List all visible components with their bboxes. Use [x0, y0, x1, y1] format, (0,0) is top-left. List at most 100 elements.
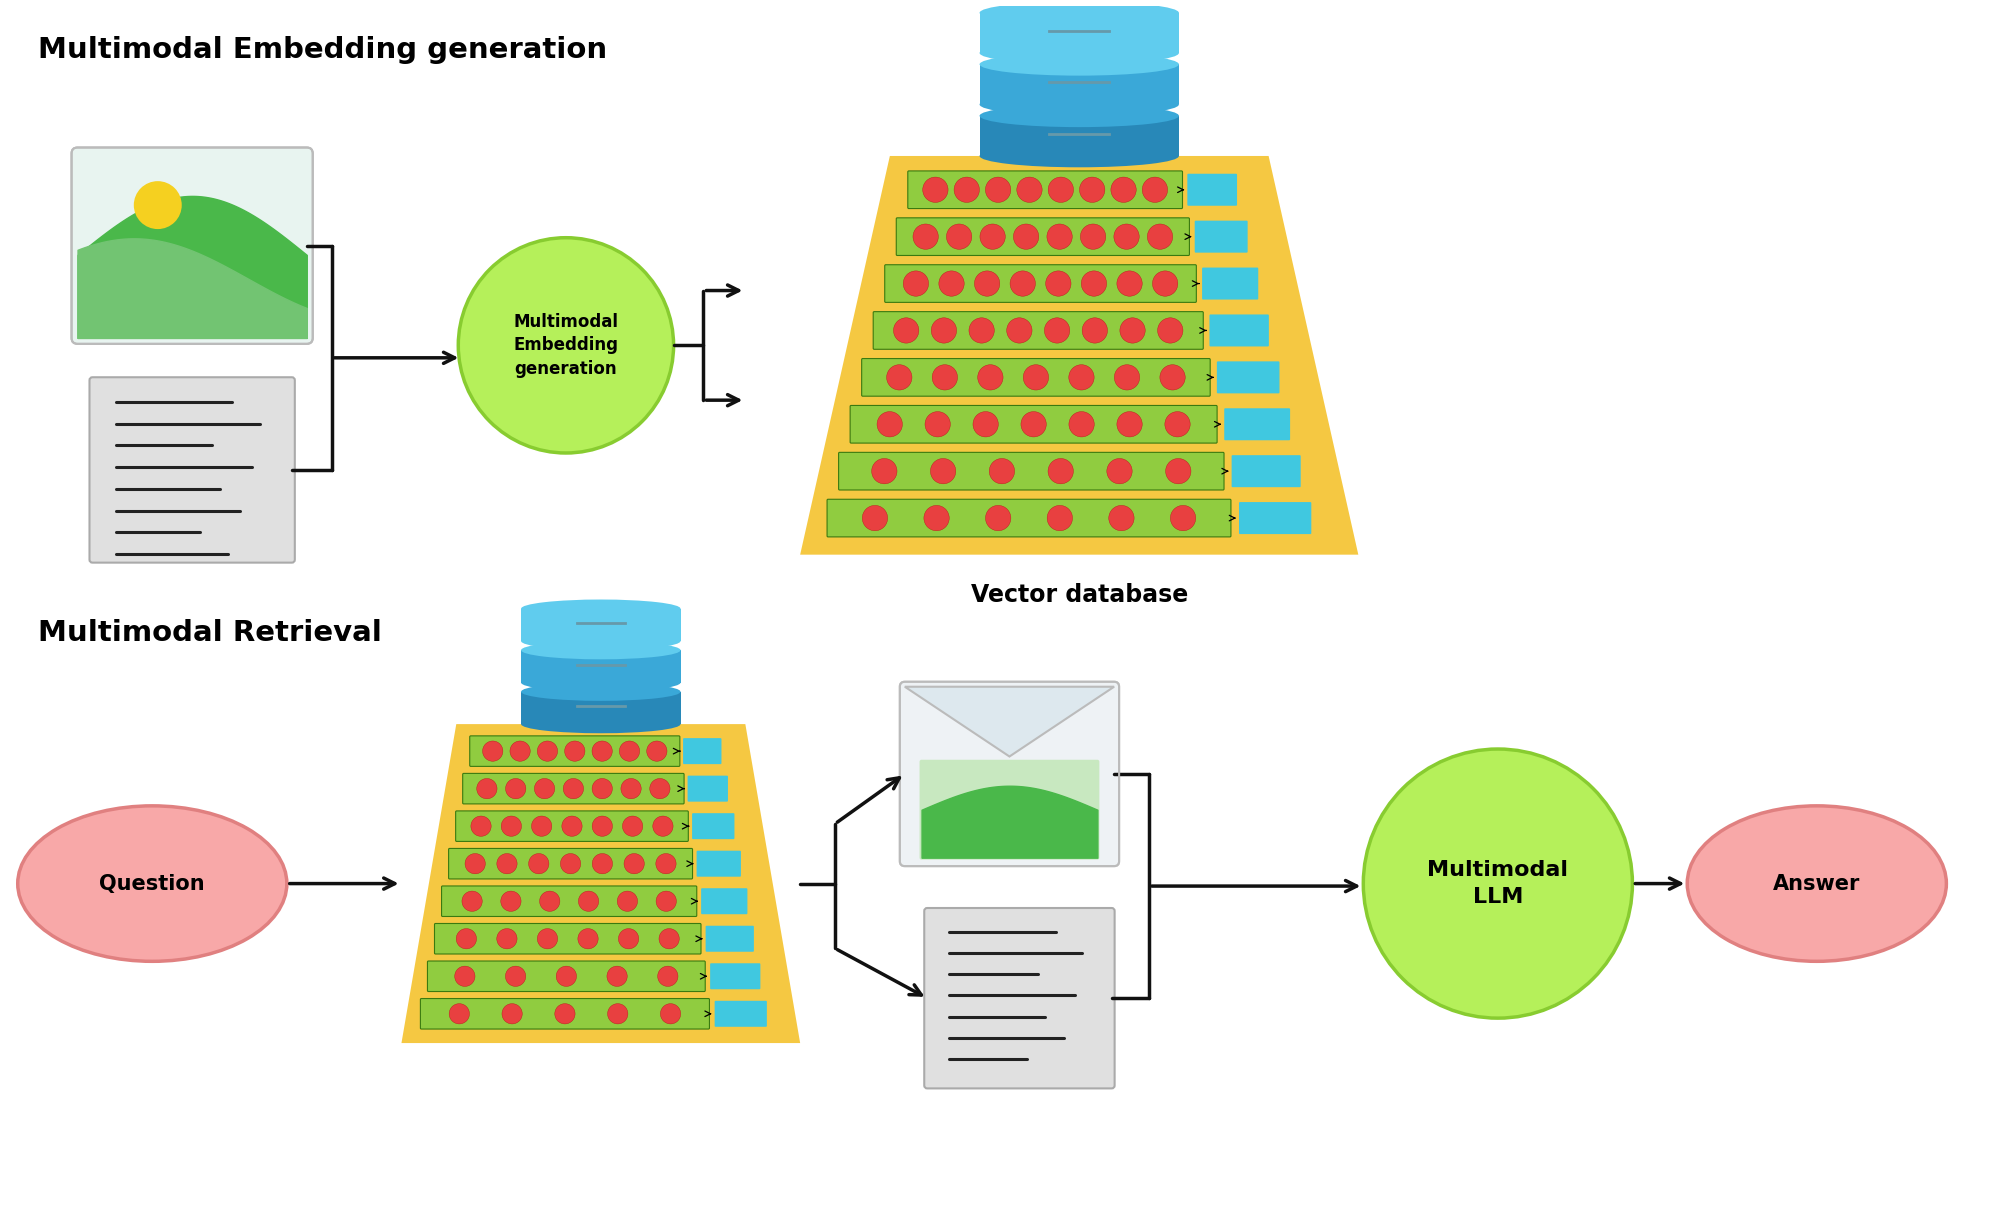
Circle shape: [1169, 505, 1195, 531]
FancyBboxPatch shape: [442, 886, 697, 916]
Circle shape: [458, 238, 673, 453]
FancyBboxPatch shape: [687, 776, 727, 802]
FancyBboxPatch shape: [885, 265, 1195, 302]
Circle shape: [913, 224, 937, 249]
FancyBboxPatch shape: [895, 218, 1189, 255]
Circle shape: [1141, 177, 1167, 202]
Circle shape: [456, 929, 476, 949]
Circle shape: [657, 966, 677, 987]
Circle shape: [1047, 224, 1071, 249]
Circle shape: [472, 816, 492, 837]
Circle shape: [1165, 458, 1191, 484]
Circle shape: [991, 707, 1027, 742]
Circle shape: [1113, 224, 1139, 249]
Circle shape: [953, 177, 979, 202]
Circle shape: [1363, 750, 1632, 1018]
FancyBboxPatch shape: [1187, 174, 1237, 206]
Text: Vector database: Vector database: [971, 583, 1187, 607]
Circle shape: [505, 966, 525, 987]
Circle shape: [623, 854, 643, 874]
FancyBboxPatch shape: [979, 13, 1179, 53]
Circle shape: [871, 458, 897, 484]
FancyBboxPatch shape: [1223, 409, 1289, 440]
Circle shape: [498, 854, 517, 874]
Circle shape: [655, 891, 675, 912]
Circle shape: [893, 318, 919, 343]
Text: Multimodal Embedding generation: Multimodal Embedding generation: [38, 36, 607, 64]
Circle shape: [653, 816, 673, 837]
Circle shape: [1111, 177, 1135, 202]
FancyBboxPatch shape: [709, 964, 759, 989]
FancyBboxPatch shape: [691, 814, 733, 839]
FancyBboxPatch shape: [899, 682, 1119, 866]
FancyBboxPatch shape: [1195, 221, 1247, 253]
Circle shape: [1079, 224, 1105, 249]
FancyBboxPatch shape: [827, 499, 1231, 537]
Circle shape: [539, 891, 559, 912]
Circle shape: [1109, 505, 1133, 531]
Circle shape: [591, 854, 611, 874]
Circle shape: [985, 177, 1011, 202]
Circle shape: [659, 1003, 681, 1024]
FancyBboxPatch shape: [683, 739, 721, 764]
Circle shape: [989, 458, 1015, 484]
Circle shape: [1069, 411, 1093, 436]
FancyBboxPatch shape: [705, 926, 753, 951]
FancyBboxPatch shape: [521, 692, 679, 724]
Circle shape: [498, 929, 517, 949]
Circle shape: [1069, 365, 1093, 391]
Circle shape: [939, 271, 963, 296]
Text: Question: Question: [100, 874, 206, 893]
FancyBboxPatch shape: [434, 924, 701, 954]
Circle shape: [1081, 271, 1107, 296]
Circle shape: [462, 891, 482, 912]
FancyBboxPatch shape: [919, 759, 1099, 860]
FancyBboxPatch shape: [695, 851, 741, 877]
Circle shape: [931, 365, 957, 391]
Circle shape: [577, 929, 597, 949]
FancyBboxPatch shape: [979, 116, 1179, 156]
Ellipse shape: [979, 104, 1179, 127]
Circle shape: [649, 779, 669, 799]
Text: Multimodal
Embedding
generation: Multimodal Embedding generation: [513, 313, 617, 378]
FancyBboxPatch shape: [420, 999, 709, 1029]
FancyBboxPatch shape: [873, 312, 1203, 349]
FancyBboxPatch shape: [462, 774, 683, 804]
Ellipse shape: [521, 673, 679, 692]
Polygon shape: [402, 724, 799, 1043]
Circle shape: [591, 779, 611, 799]
Circle shape: [501, 1003, 521, 1024]
Circle shape: [903, 271, 929, 296]
Ellipse shape: [979, 1, 1179, 24]
Circle shape: [655, 854, 675, 874]
Circle shape: [1079, 177, 1105, 202]
Circle shape: [531, 816, 551, 837]
Circle shape: [476, 779, 498, 799]
Ellipse shape: [1686, 806, 1946, 961]
Circle shape: [533, 779, 553, 799]
Ellipse shape: [18, 806, 286, 961]
FancyBboxPatch shape: [839, 452, 1223, 490]
Circle shape: [1081, 318, 1107, 343]
Circle shape: [1043, 318, 1069, 343]
Circle shape: [619, 741, 639, 762]
FancyBboxPatch shape: [72, 147, 312, 343]
Circle shape: [877, 411, 901, 436]
FancyBboxPatch shape: [470, 736, 679, 767]
Circle shape: [1007, 318, 1031, 343]
Circle shape: [621, 779, 641, 799]
FancyBboxPatch shape: [448, 849, 691, 879]
Text: Multimodal Retrieval: Multimodal Retrieval: [38, 619, 382, 648]
FancyBboxPatch shape: [521, 650, 679, 683]
Circle shape: [973, 411, 997, 436]
Circle shape: [1117, 271, 1141, 296]
FancyBboxPatch shape: [1231, 455, 1301, 487]
FancyBboxPatch shape: [521, 608, 679, 641]
FancyBboxPatch shape: [701, 889, 747, 914]
Ellipse shape: [979, 93, 1179, 116]
Circle shape: [1165, 411, 1189, 436]
Circle shape: [527, 854, 549, 874]
Circle shape: [577, 891, 599, 912]
Circle shape: [923, 505, 949, 531]
Ellipse shape: [521, 632, 679, 650]
